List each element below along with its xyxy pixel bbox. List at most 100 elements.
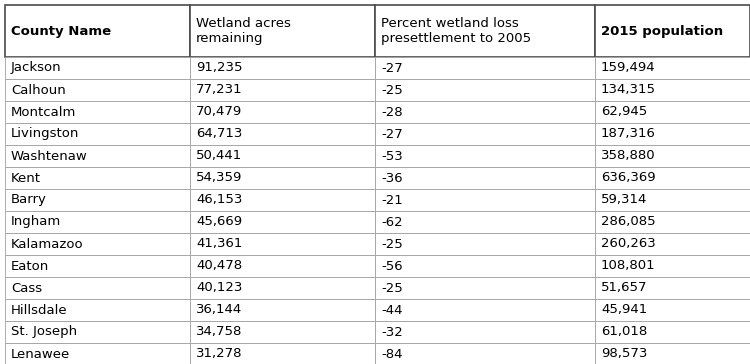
Text: 45,669: 45,669	[196, 215, 242, 229]
Text: -44: -44	[381, 304, 403, 317]
Text: Kalamazoo: Kalamazoo	[11, 237, 84, 250]
Text: -25: -25	[381, 281, 403, 294]
Bar	[5, 299, 190, 321]
Bar	[595, 167, 750, 189]
Bar	[190, 343, 375, 364]
Text: 59,314: 59,314	[601, 194, 647, 206]
Bar	[5, 211, 190, 233]
Bar	[190, 255, 375, 277]
Bar	[5, 189, 190, 211]
Text: -25: -25	[381, 237, 403, 250]
Text: 77,231: 77,231	[196, 83, 243, 96]
Bar	[375, 167, 595, 189]
Bar	[375, 5, 595, 57]
Bar	[595, 255, 750, 277]
Text: 46,153: 46,153	[196, 194, 242, 206]
Text: 64,713: 64,713	[196, 127, 242, 141]
Bar	[190, 101, 375, 123]
Bar	[595, 211, 750, 233]
Text: Barry: Barry	[11, 194, 46, 206]
Text: 40,123: 40,123	[196, 281, 242, 294]
Text: Kent: Kent	[11, 171, 41, 185]
Text: 187,316: 187,316	[601, 127, 656, 141]
Bar	[375, 101, 595, 123]
Text: 159,494: 159,494	[601, 62, 656, 75]
Text: -25: -25	[381, 83, 403, 96]
Bar	[5, 277, 190, 299]
Bar	[190, 189, 375, 211]
Text: -32: -32	[381, 325, 403, 339]
Bar	[595, 123, 750, 145]
Bar	[5, 233, 190, 255]
Bar	[375, 79, 595, 101]
Bar	[5, 123, 190, 145]
Text: 260,263: 260,263	[601, 237, 656, 250]
Bar	[375, 343, 595, 364]
Text: -21: -21	[381, 194, 403, 206]
Text: 70,479: 70,479	[196, 106, 242, 119]
Text: -36: -36	[381, 171, 403, 185]
Text: 61,018: 61,018	[601, 325, 647, 339]
Text: 286,085: 286,085	[601, 215, 656, 229]
Text: 108,801: 108,801	[601, 260, 656, 273]
Text: 34,758: 34,758	[196, 325, 242, 339]
Text: 31,278: 31,278	[196, 348, 242, 360]
Bar	[190, 123, 375, 145]
Bar	[375, 277, 595, 299]
Bar	[190, 299, 375, 321]
Text: Montcalm: Montcalm	[11, 106, 76, 119]
Bar	[5, 255, 190, 277]
Bar	[5, 167, 190, 189]
Bar	[595, 277, 750, 299]
Text: Livingston: Livingston	[11, 127, 80, 141]
Bar	[595, 79, 750, 101]
Text: Hillsdale: Hillsdale	[11, 304, 68, 317]
Bar	[595, 101, 750, 123]
Text: 54,359: 54,359	[196, 171, 242, 185]
Bar	[595, 299, 750, 321]
Bar	[375, 255, 595, 277]
Text: 45,941: 45,941	[601, 304, 647, 317]
Bar	[595, 57, 750, 79]
Bar	[190, 57, 375, 79]
Text: 36,144: 36,144	[196, 304, 242, 317]
Bar	[5, 57, 190, 79]
Bar	[375, 189, 595, 211]
Bar	[375, 321, 595, 343]
Text: -56: -56	[381, 260, 403, 273]
Bar	[5, 343, 190, 364]
Text: Lenawee: Lenawee	[11, 348, 70, 360]
Bar	[190, 277, 375, 299]
Bar	[595, 343, 750, 364]
Bar	[375, 123, 595, 145]
Bar	[5, 321, 190, 343]
Bar	[190, 233, 375, 255]
Text: 40,478: 40,478	[196, 260, 242, 273]
Text: Ingham: Ingham	[11, 215, 62, 229]
Bar	[5, 145, 190, 167]
Bar	[190, 211, 375, 233]
Text: St. Joseph: St. Joseph	[11, 325, 77, 339]
Text: -53: -53	[381, 150, 403, 162]
Bar	[375, 57, 595, 79]
Text: 62,945: 62,945	[601, 106, 647, 119]
Bar	[595, 5, 750, 57]
Text: Cass: Cass	[11, 281, 42, 294]
Text: -28: -28	[381, 106, 403, 119]
Text: 2015 population: 2015 population	[601, 24, 723, 37]
Bar	[375, 233, 595, 255]
Bar	[595, 189, 750, 211]
Text: 636,369: 636,369	[601, 171, 656, 185]
Text: 134,315: 134,315	[601, 83, 656, 96]
Bar	[190, 167, 375, 189]
Bar	[190, 145, 375, 167]
Text: -84: -84	[381, 348, 403, 360]
Bar	[375, 299, 595, 321]
Bar	[595, 145, 750, 167]
Text: County Name: County Name	[11, 24, 111, 37]
Bar	[190, 5, 375, 57]
Text: -27: -27	[381, 127, 403, 141]
Bar	[5, 101, 190, 123]
Bar	[595, 321, 750, 343]
Bar	[190, 79, 375, 101]
